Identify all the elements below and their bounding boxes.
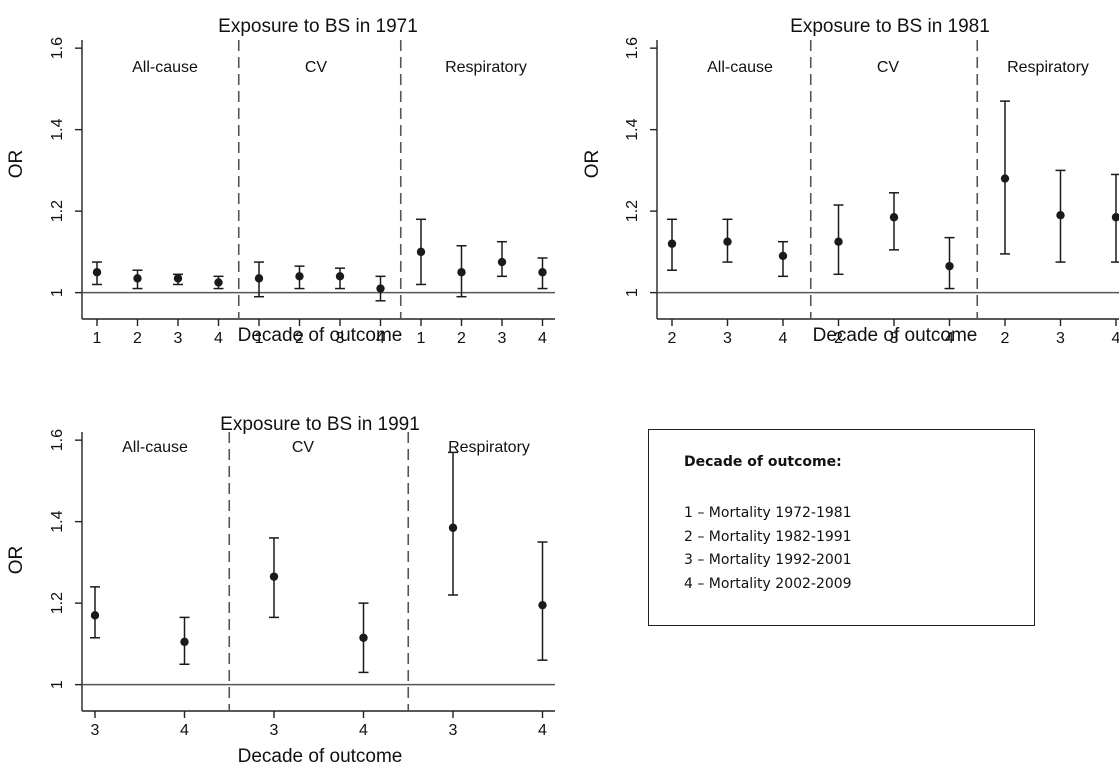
x-tick-label: 2 bbox=[457, 330, 466, 347]
data-point bbox=[889, 213, 899, 222]
x-tick-label: 2 bbox=[1001, 330, 1010, 347]
chart-title: Exposure to BS in 1991 bbox=[220, 414, 420, 435]
legend-title: Decade of outcome: bbox=[684, 454, 842, 470]
x-tick-label: 2 bbox=[295, 330, 304, 347]
x-tick-label: 1 bbox=[255, 330, 264, 347]
data-point bbox=[538, 268, 547, 277]
data-point bbox=[214, 278, 223, 287]
legend-box: Decade of outcome: 1 – Mortality 1972-19… bbox=[648, 429, 1035, 626]
group-label: Respiratory bbox=[448, 439, 530, 456]
y-tick-label: 1 bbox=[49, 288, 66, 297]
chart-panel-3: Exposure to BS in 1991 1 1.2 1.4 1.6 OR 3 4 3 4 3 4… bbox=[6, 414, 555, 765]
data-point bbox=[945, 261, 954, 271]
y-tick-label: 1.6 bbox=[49, 429, 66, 451]
data-point bbox=[834, 237, 843, 246]
x-tick-label: 3 bbox=[336, 330, 345, 347]
data-point bbox=[92, 268, 102, 277]
x-tick-label: 3 bbox=[890, 330, 899, 347]
data-point bbox=[295, 272, 304, 281]
y-tick-label: 1.2 bbox=[49, 592, 66, 614]
x-tick-label: 3 bbox=[449, 722, 458, 739]
x-tick-label: 3 bbox=[1056, 330, 1065, 347]
legend-item: 3 – Mortality 1992-2001 bbox=[684, 552, 852, 568]
legend-item: 4 – Mortality 2002-2009 bbox=[684, 576, 852, 592]
data-point bbox=[254, 274, 264, 283]
x-tick-label: 4 bbox=[945, 330, 954, 347]
y-axis-label: OR bbox=[6, 546, 27, 575]
data-point bbox=[269, 572, 279, 581]
data-point bbox=[723, 237, 732, 246]
group-label: All-cause bbox=[707, 59, 773, 76]
x-tick-label: 4 bbox=[538, 722, 547, 739]
x-tick-label: 4 bbox=[180, 722, 189, 739]
data-point bbox=[538, 600, 547, 610]
y-tick-label: 1.4 bbox=[49, 510, 66, 532]
data-point bbox=[497, 257, 507, 267]
x-axis-label: Decade of outcome bbox=[813, 325, 978, 346]
group-label: CV bbox=[292, 439, 315, 456]
group-label: CV bbox=[305, 59, 328, 76]
y-tick-label: 1.6 bbox=[624, 37, 641, 59]
y-tick-label: 1.2 bbox=[49, 200, 66, 222]
data-point bbox=[1111, 213, 1119, 222]
group-label: Respiratory bbox=[1007, 59, 1089, 76]
group-label: All-cause bbox=[132, 59, 198, 76]
y-tick-label: 1.6 bbox=[49, 37, 66, 59]
chart-panel-2: Exposure to BS in 1981 1 1.2 1.4 1.6 OR 2 3 4 2 3 4… bbox=[582, 16, 1119, 347]
y-tick-label: 1.2 bbox=[624, 200, 641, 222]
data-point bbox=[1056, 211, 1065, 220]
y-axis-label: OR bbox=[582, 150, 603, 179]
x-tick-label: 3 bbox=[91, 722, 100, 739]
data-point bbox=[778, 251, 788, 261]
data-point bbox=[90, 611, 100, 620]
x-tick-label: 1 bbox=[417, 330, 426, 347]
group-label: CV bbox=[877, 59, 900, 76]
chart-title: Exposure to BS in 1981 bbox=[790, 16, 990, 37]
x-tick-label: 2 bbox=[834, 330, 843, 347]
x-tick-label: 3 bbox=[498, 330, 507, 347]
legend-item: 2 – Mortality 1982-1991 bbox=[684, 529, 852, 545]
data-point bbox=[457, 268, 466, 277]
data-point bbox=[416, 247, 426, 257]
x-tick-label: 3 bbox=[174, 330, 183, 347]
y-axis-label: OR bbox=[6, 150, 27, 179]
legend-item: 1 – Mortality 1972-1981 bbox=[684, 505, 852, 521]
y-tick-label: 1 bbox=[624, 288, 641, 297]
chart-panel-1: Exposure to BS in 1971 1 1.2 1.4 1.6 OR 1 2 3 4 1 2… bbox=[6, 16, 555, 347]
x-tick-label: 3 bbox=[723, 330, 732, 347]
data-point bbox=[180, 637, 189, 647]
y-tick-label: 1.4 bbox=[624, 118, 641, 140]
y-tick-label: 1.4 bbox=[49, 118, 66, 140]
x-tick-label: 4 bbox=[1112, 330, 1119, 347]
x-tick-label: 4 bbox=[214, 330, 223, 347]
data-point bbox=[335, 272, 345, 281]
data-point bbox=[448, 523, 458, 532]
group-label: Respiratory bbox=[445, 59, 527, 76]
x-axis-label: Decade of outcome bbox=[238, 325, 403, 346]
data-point bbox=[1000, 174, 1010, 183]
data-point bbox=[376, 284, 385, 293]
data-point bbox=[667, 239, 677, 248]
x-tick-label: 4 bbox=[359, 722, 368, 739]
x-tick-label: 4 bbox=[538, 330, 547, 347]
x-tick-label: 2 bbox=[133, 330, 142, 347]
y-tick-label: 1 bbox=[49, 680, 66, 689]
chart-title: Exposure to BS in 1971 bbox=[218, 16, 418, 37]
x-tick-label: 4 bbox=[376, 330, 385, 347]
x-tick-label: 1 bbox=[93, 330, 102, 347]
data-point bbox=[133, 274, 142, 283]
x-tick-label: 3 bbox=[270, 722, 279, 739]
x-axis-label: Decade of outcome bbox=[238, 746, 403, 765]
data-point bbox=[359, 633, 368, 642]
data-point bbox=[173, 274, 183, 283]
x-tick-label: 2 bbox=[668, 330, 677, 347]
group-label: All-cause bbox=[122, 439, 188, 456]
x-tick-label: 4 bbox=[779, 330, 788, 347]
